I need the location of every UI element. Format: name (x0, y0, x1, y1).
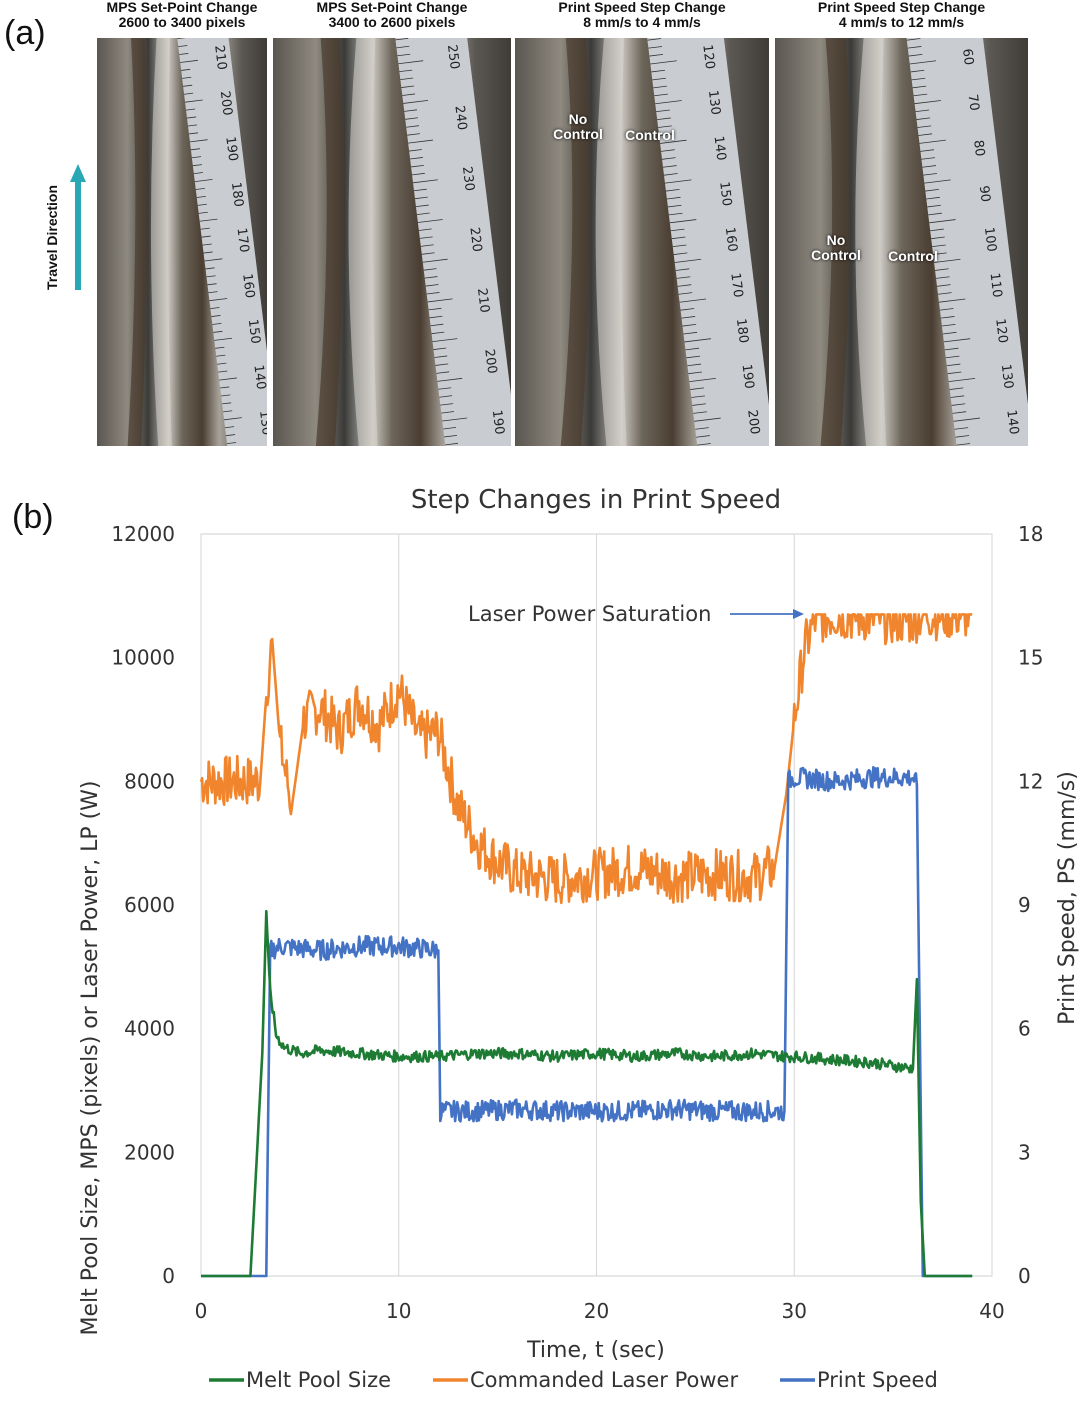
weld-photo: 210 200 190 180 170 160 150 140 130 (97, 38, 267, 446)
ruler-tick-label: 80 (970, 139, 987, 157)
y2-tick-label: 15 (1018, 646, 1043, 670)
y2-tick-label: 12 (1018, 769, 1043, 793)
ruler-tick-label: 140 (250, 364, 267, 390)
ruler-tick-label: 150 (245, 318, 263, 344)
photo-caption: MPS Set-Point Change 3400 to 2600 pixels (273, 0, 511, 36)
ruler-tick-label: 60 (959, 48, 976, 66)
photo-caption: Print Speed Step Change 8 mm/s to 4 mm/s (515, 0, 769, 36)
ruler-tick-label: 220 (466, 226, 484, 252)
ruler-tick-label: 190 (489, 409, 507, 435)
chart-annotation: Laser Power Saturation (468, 602, 804, 626)
x-tick-label: 20 (584, 1299, 609, 1323)
y2-tick-label: 0 (1018, 1264, 1031, 1288)
y-tick-label: 4000 (124, 1017, 175, 1041)
weld-photo: 60 70 80 90 100 110 120 130 140 (775, 38, 1028, 446)
photo-subtitle: 8 mm/s to 4 mm/s (583, 14, 701, 30)
ruler-tick-label: 200 (481, 348, 499, 374)
ruler-tick-label: 120 (699, 44, 717, 70)
series-line-melt-pool-size (200, 909, 973, 1278)
ruler-tick-label: 160 (239, 273, 257, 299)
y-axis-label: Melt Pool Size, MPS (pixels) or Laser Po… (78, 780, 103, 1335)
photo-panel: MPS Set-Point Change 3400 to 2600 pixels 2… (273, 0, 511, 446)
y2-axis-label: Print Speed, PS (mm/s) (1055, 771, 1080, 1025)
x-tick-label: 0 (195, 1299, 208, 1323)
travel-direction-label: Travel Direction (44, 184, 60, 290)
y-tick-label: 12000 (111, 522, 175, 546)
ruler-tick-label: 200 (744, 409, 762, 435)
chart-axes: 0 10 20 30 40 0 2000 4000 6000 8000 10000 12000 0 3 6 9… (111, 522, 1043, 1323)
chart-legend: Melt Pool Size Commanded Laser Power Print… (209, 1368, 938, 1392)
series-line-commanded-laser-power (199, 613, 973, 905)
y-tick-label: 2000 (124, 1140, 175, 1164)
x-tick-label: 30 (782, 1299, 807, 1323)
ruler-tick-label: 70 (965, 93, 982, 111)
ruler-tick-label: 240 (451, 105, 469, 131)
x-axis-label: Time, t (sec) (526, 1338, 665, 1363)
series-line-print-speed (200, 765, 973, 1278)
ruler-tick-label: 170 (234, 227, 252, 253)
ruler-tick-label: 110 (987, 272, 1005, 298)
ruler-tick-label: 130 (998, 363, 1016, 389)
photo-panel: Print Speed Step Change 8 mm/s to 4 mm/s 1… (515, 0, 769, 446)
photo-subtitle: 4 mm/s to 12 mm/s (838, 14, 965, 30)
ruler-tick-label: 100 (981, 226, 999, 252)
ruler-tick-label: 140 (711, 135, 729, 161)
legend-entry: Print Speed (817, 1368, 938, 1392)
print-speed-chart: Step Changes in Print Speed 0 10 20 30 40020… (78, 485, 1080, 1392)
photo-title: Print Speed Step Change (817, 0, 986, 15)
ruler-tick-label: 130 (256, 410, 267, 436)
y-tick-label: 0 (162, 1264, 175, 1288)
annotation-arrowhead-icon (793, 609, 804, 619)
photo-annotation: Control (625, 127, 675, 143)
weld-photo: 250 240 230 220 210 200 190 (273, 38, 511, 446)
ruler-tick-label: 230 (459, 166, 477, 192)
y-tick-label: 8000 (124, 769, 175, 793)
ruler-tick-label: 200 (217, 90, 235, 116)
photo-title: MPS Set-Point Change (106, 0, 258, 15)
x-tick-label: 40 (979, 1299, 1004, 1323)
travel-direction-arrow-icon (70, 164, 86, 290)
photo-title: MPS Set-Point Change (316, 0, 468, 15)
ruler-tick-label: 170 (727, 272, 745, 298)
ruler-tick-label: 140 (1003, 409, 1021, 435)
chart-grid (200, 533, 993, 1277)
annotation-text: Laser Power Saturation (468, 602, 711, 626)
photo-annotation: No Control (811, 232, 861, 263)
photo-caption: MPS Set-Point Change 2600 to 3400 pixels (97, 0, 267, 36)
x-tick-label: 10 (386, 1299, 411, 1323)
weld-photo: 120 130 140 150 160 170 180 190 200 (515, 38, 769, 446)
photo-subtitle: 3400 to 2600 pixels (328, 14, 456, 30)
y2-tick-label: 3 (1018, 1140, 1031, 1164)
y2-tick-label: 6 (1018, 1017, 1031, 1041)
y-tick-label: 10000 (111, 646, 175, 670)
photo-title: Print Speed Step Change (558, 0, 726, 15)
photo-caption: Print Speed Step Change 4 mm/s to 12 mm/s (775, 0, 1028, 36)
photo-annotation: Control (888, 248, 938, 264)
ruler-tick-label: 190 (222, 136, 240, 162)
y2-tick-label: 18 (1018, 522, 1043, 546)
panel-a-label: (a) (4, 14, 46, 52)
chart-title: Step Changes in Print Speed (411, 485, 781, 515)
panel-b-label: (b) (12, 498, 54, 536)
ruler-tick-label: 210 (474, 287, 492, 313)
ruler-tick-label: 190 (739, 363, 757, 389)
ruler-tick-label: 180 (733, 318, 751, 344)
ruler-tick-label: 150 (716, 181, 734, 207)
photo-annotation: No Control (553, 111, 603, 142)
ruler-tick-label: 90 (976, 185, 993, 203)
ruler-tick-label: 210 (211, 44, 229, 70)
ruler-tick-label: 180 (228, 181, 246, 207)
photo-panel: MPS Set-Point Change 2600 to 3400 pixels 2… (97, 0, 267, 446)
photo-subtitle: 2600 to 3400 pixels (118, 14, 246, 30)
ruler-tick-label: 160 (722, 226, 740, 252)
ruler-tick-label: 120 (992, 318, 1010, 344)
ruler-tick-label: 250 (444, 44, 462, 70)
photo-panel: Print Speed Step Change 4 mm/s to 12 mm/s… (775, 0, 1028, 446)
legend-entry: Commanded Laser Power (470, 1368, 738, 1392)
y2-tick-label: 9 (1018, 893, 1031, 917)
legend-entry: Melt Pool Size (246, 1368, 391, 1392)
y-tick-label: 6000 (124, 893, 175, 917)
chart-series (199, 613, 973, 1278)
ruler-tick-label: 130 (705, 89, 723, 115)
